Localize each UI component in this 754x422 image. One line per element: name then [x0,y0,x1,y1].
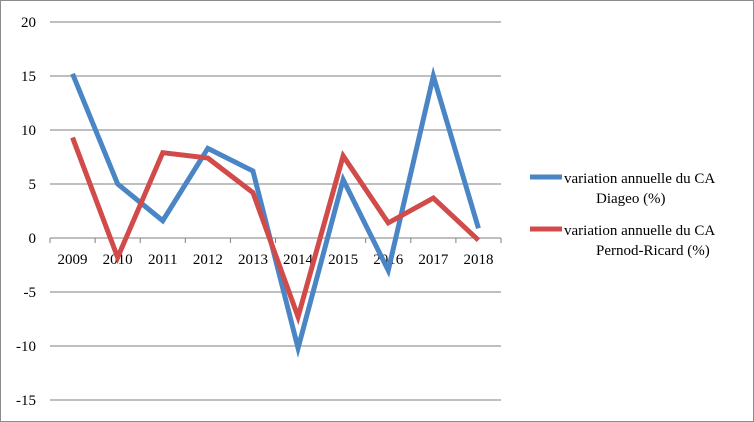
x-tick-label: 2013 [238,252,268,268]
legend-label: variation annuelle du CA [564,223,715,239]
y-tick-label: 10 [21,123,36,139]
legend-label: Diageo (%) [596,191,666,207]
y-tick-label: -5 [24,285,37,301]
x-tick-label: 2017 [418,252,449,268]
y-tick-label: 20 [21,15,36,31]
x-tick-label: 2015 [328,252,358,268]
series-line-2 [70,136,481,326]
legend: variation annuelle du CA Diageo (%) variat… [530,171,715,259]
x-tick-label: 2012 [193,252,223,268]
y-tick-label: -10 [16,339,36,355]
y-tick-label: -15 [16,393,36,409]
x-tick-label: 2009 [58,252,88,268]
series-lines [70,66,481,359]
x-tick-label: 2018 [463,252,493,268]
y-axis-ticks: 20 15 10 5 0 -5 -10 -15 [16,15,36,409]
x-tick-label: 2014 [283,252,314,268]
legend-label: Pernod-Ricard (%) [596,243,710,259]
y-tick-label: 5 [29,177,37,193]
x-tick-label: 2011 [148,252,177,268]
x-axis-ticks: 2009 2010 2011 2012 2013 2014 2015 2016 2017 2018 [58,252,494,268]
y-tick-label: 0 [29,231,37,247]
legend-label: variation annuelle du CA [564,171,715,187]
y-tick-label: 15 [21,69,36,85]
series-line-1 [70,66,481,359]
